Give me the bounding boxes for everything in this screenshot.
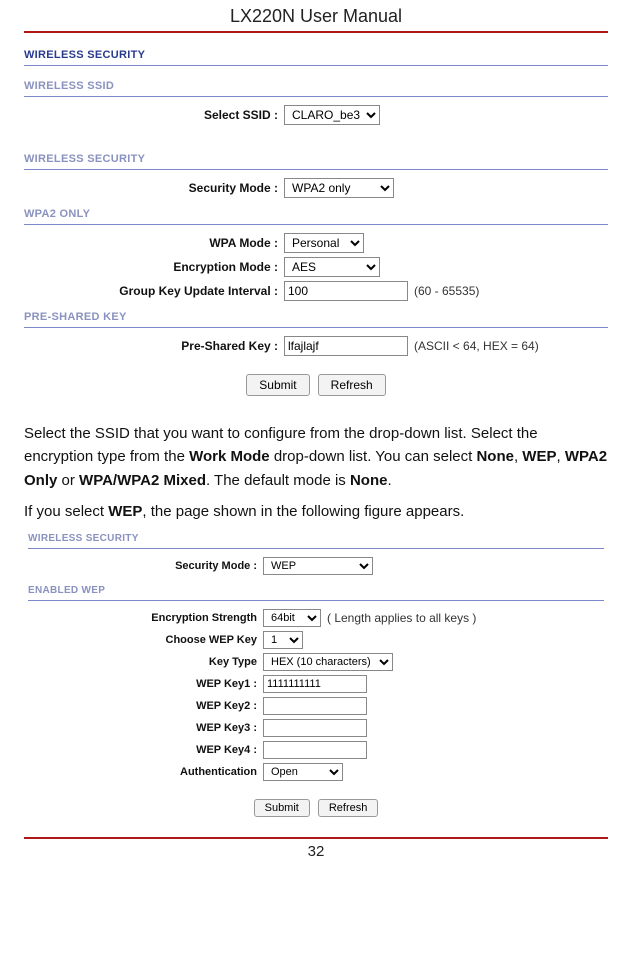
section-wireless-security: WIRELESS SECURITY — [24, 43, 608, 63]
security-mode-dropdown-2[interactable]: WEP — [263, 557, 373, 575]
submit-button[interactable]: Submit — [246, 374, 309, 396]
section-wireless-ssid: WIRELESS SSID — [24, 74, 608, 94]
row-encryption-mode: Encryption Mode : AES — [24, 257, 608, 277]
choose-wep-key-label: Choose WEP Key — [28, 634, 263, 646]
wep-key4-label: WEP Key4 : — [28, 744, 263, 756]
wep-key1-label: WEP Key1 : — [28, 678, 263, 690]
section-rule — [28, 600, 604, 601]
wep-key4-input[interactable] — [263, 741, 367, 759]
document-header-title: LX220N User Manual — [0, 0, 632, 31]
wpa-mode-label: WPA Mode : — [24, 236, 284, 250]
row-wep-key2: WEP Key2 : — [28, 697, 604, 715]
row-wep-key4: WEP Key4 : — [28, 741, 604, 759]
wep-key1-input[interactable] — [263, 675, 367, 693]
text: drop-down list. You can select — [270, 448, 477, 465]
bold-none-2: None — [350, 472, 388, 489]
wep-key2-input[interactable] — [263, 697, 367, 715]
header-rule — [24, 31, 608, 33]
section-enabled-wep: ENABLED WEP — [28, 579, 604, 598]
text: , the page shown in the following figure… — [142, 503, 464, 520]
key-type-dropdown[interactable]: HEX (10 characters) — [263, 653, 393, 671]
text: or — [57, 472, 79, 489]
pre-shared-key-input[interactable] — [284, 336, 408, 356]
section-rule — [24, 327, 608, 328]
section-rule — [24, 224, 608, 225]
refresh-button[interactable]: Refresh — [318, 374, 386, 396]
wep-key2-label: WEP Key2 : — [28, 700, 263, 712]
row-security-mode: Security Mode : WPA2 only — [24, 178, 608, 198]
row-pre-shared-key: Pre-Shared Key : (ASCII < 64, HEX = 64) — [24, 336, 608, 356]
section-wpa2-only: WPA2 ONLY — [24, 202, 608, 222]
encryption-strength-dropdown[interactable]: 64bit — [263, 609, 321, 627]
wep-key3-label: WEP Key3 : — [28, 722, 263, 734]
row-authentication: Authentication Open — [28, 763, 604, 781]
button-row: Submit Refresh — [24, 360, 608, 402]
section-rule — [28, 548, 604, 549]
security-mode-label-2: Security Mode : — [28, 560, 263, 572]
encryption-strength-hint: ( Length applies to all keys ) — [327, 611, 476, 625]
body-paragraph-2: If you select WEP, the page shown in the… — [24, 500, 608, 523]
text: . — [387, 472, 391, 489]
section-wireless-security-3: WIRELESS SECURITY — [28, 527, 604, 546]
row-encryption-strength: Encryption Strength 64bit ( Length appli… — [28, 609, 604, 627]
select-ssid-dropdown[interactable]: CLARO_be3f2f — [284, 105, 380, 125]
key-type-label: Key Type — [28, 656, 263, 668]
submit-button-2[interactable]: Submit — [254, 799, 310, 817]
select-ssid-label: Select SSID : — [24, 108, 284, 122]
row-security-mode-2: Security Mode : WEP — [28, 557, 604, 575]
bold-wpa-wpa2-mixed: WPA/WPA2 Mixed — [79, 472, 206, 489]
section-pre-shared-key: PRE-SHARED KEY — [24, 305, 608, 325]
encryption-strength-label: Encryption Strength — [28, 612, 263, 624]
text: . The default mode is — [206, 472, 350, 489]
section-rule — [24, 65, 608, 66]
bold-wep: WEP — [522, 448, 556, 465]
authentication-dropdown[interactable]: Open — [263, 763, 343, 781]
row-key-type: Key Type HEX (10 characters) — [28, 653, 604, 671]
row-choose-wep-key: Choose WEP Key 1 — [28, 631, 604, 649]
text: , — [556, 448, 564, 465]
bold-work-mode: Work Mode — [189, 448, 270, 465]
screenshot-wpa2: WIRELESS SECURITY WIRELESS SSID Select S… — [24, 43, 608, 402]
row-wep-key1: WEP Key1 : — [28, 675, 604, 693]
footer-rule — [24, 837, 608, 839]
row-wpa-mode: WPA Mode : Personal — [24, 233, 608, 253]
row-wep-key3: WEP Key3 : — [28, 719, 604, 737]
bold-wep-2: WEP — [108, 503, 142, 520]
row-group-key-update: Group Key Update Interval : (60 - 65535) — [24, 281, 608, 301]
refresh-button-2[interactable]: Refresh — [318, 799, 379, 817]
authentication-label: Authentication — [28, 766, 263, 778]
page-number: 32 — [0, 843, 632, 870]
security-mode-dropdown[interactable]: WPA2 only — [284, 178, 394, 198]
page: LX220N User Manual WIRELESS SECURITY WIR… — [0, 0, 632, 870]
body-paragraph-1: Select the SSID that you want to configu… — [24, 422, 608, 492]
section-rule — [24, 169, 608, 170]
button-row-2: Submit Refresh — [28, 785, 604, 823]
bold-none: None — [476, 448, 514, 465]
pre-shared-key-hint: (ASCII < 64, HEX = 64) — [414, 339, 539, 353]
section-rule — [24, 96, 608, 97]
section-wireless-security-2: WIRELESS SECURITY — [24, 147, 608, 167]
pre-shared-key-label: Pre-Shared Key : — [24, 339, 284, 353]
group-key-update-hint: (60 - 65535) — [414, 284, 479, 298]
group-key-update-input[interactable] — [284, 281, 408, 301]
choose-wep-key-dropdown[interactable]: 1 — [263, 631, 303, 649]
encryption-mode-label: Encryption Mode : — [24, 260, 284, 274]
text: If you select — [24, 503, 108, 520]
wep-key3-input[interactable] — [263, 719, 367, 737]
encryption-mode-dropdown[interactable]: AES — [284, 257, 380, 277]
group-key-update-label: Group Key Update Interval : — [24, 284, 284, 298]
screenshot-wep: WIRELESS SECURITY Security Mode : WEP EN… — [28, 527, 604, 823]
row-select-ssid: Select SSID : CLARO_be3f2f — [24, 105, 608, 125]
wpa-mode-dropdown[interactable]: Personal — [284, 233, 364, 253]
security-mode-label: Security Mode : — [24, 181, 284, 195]
